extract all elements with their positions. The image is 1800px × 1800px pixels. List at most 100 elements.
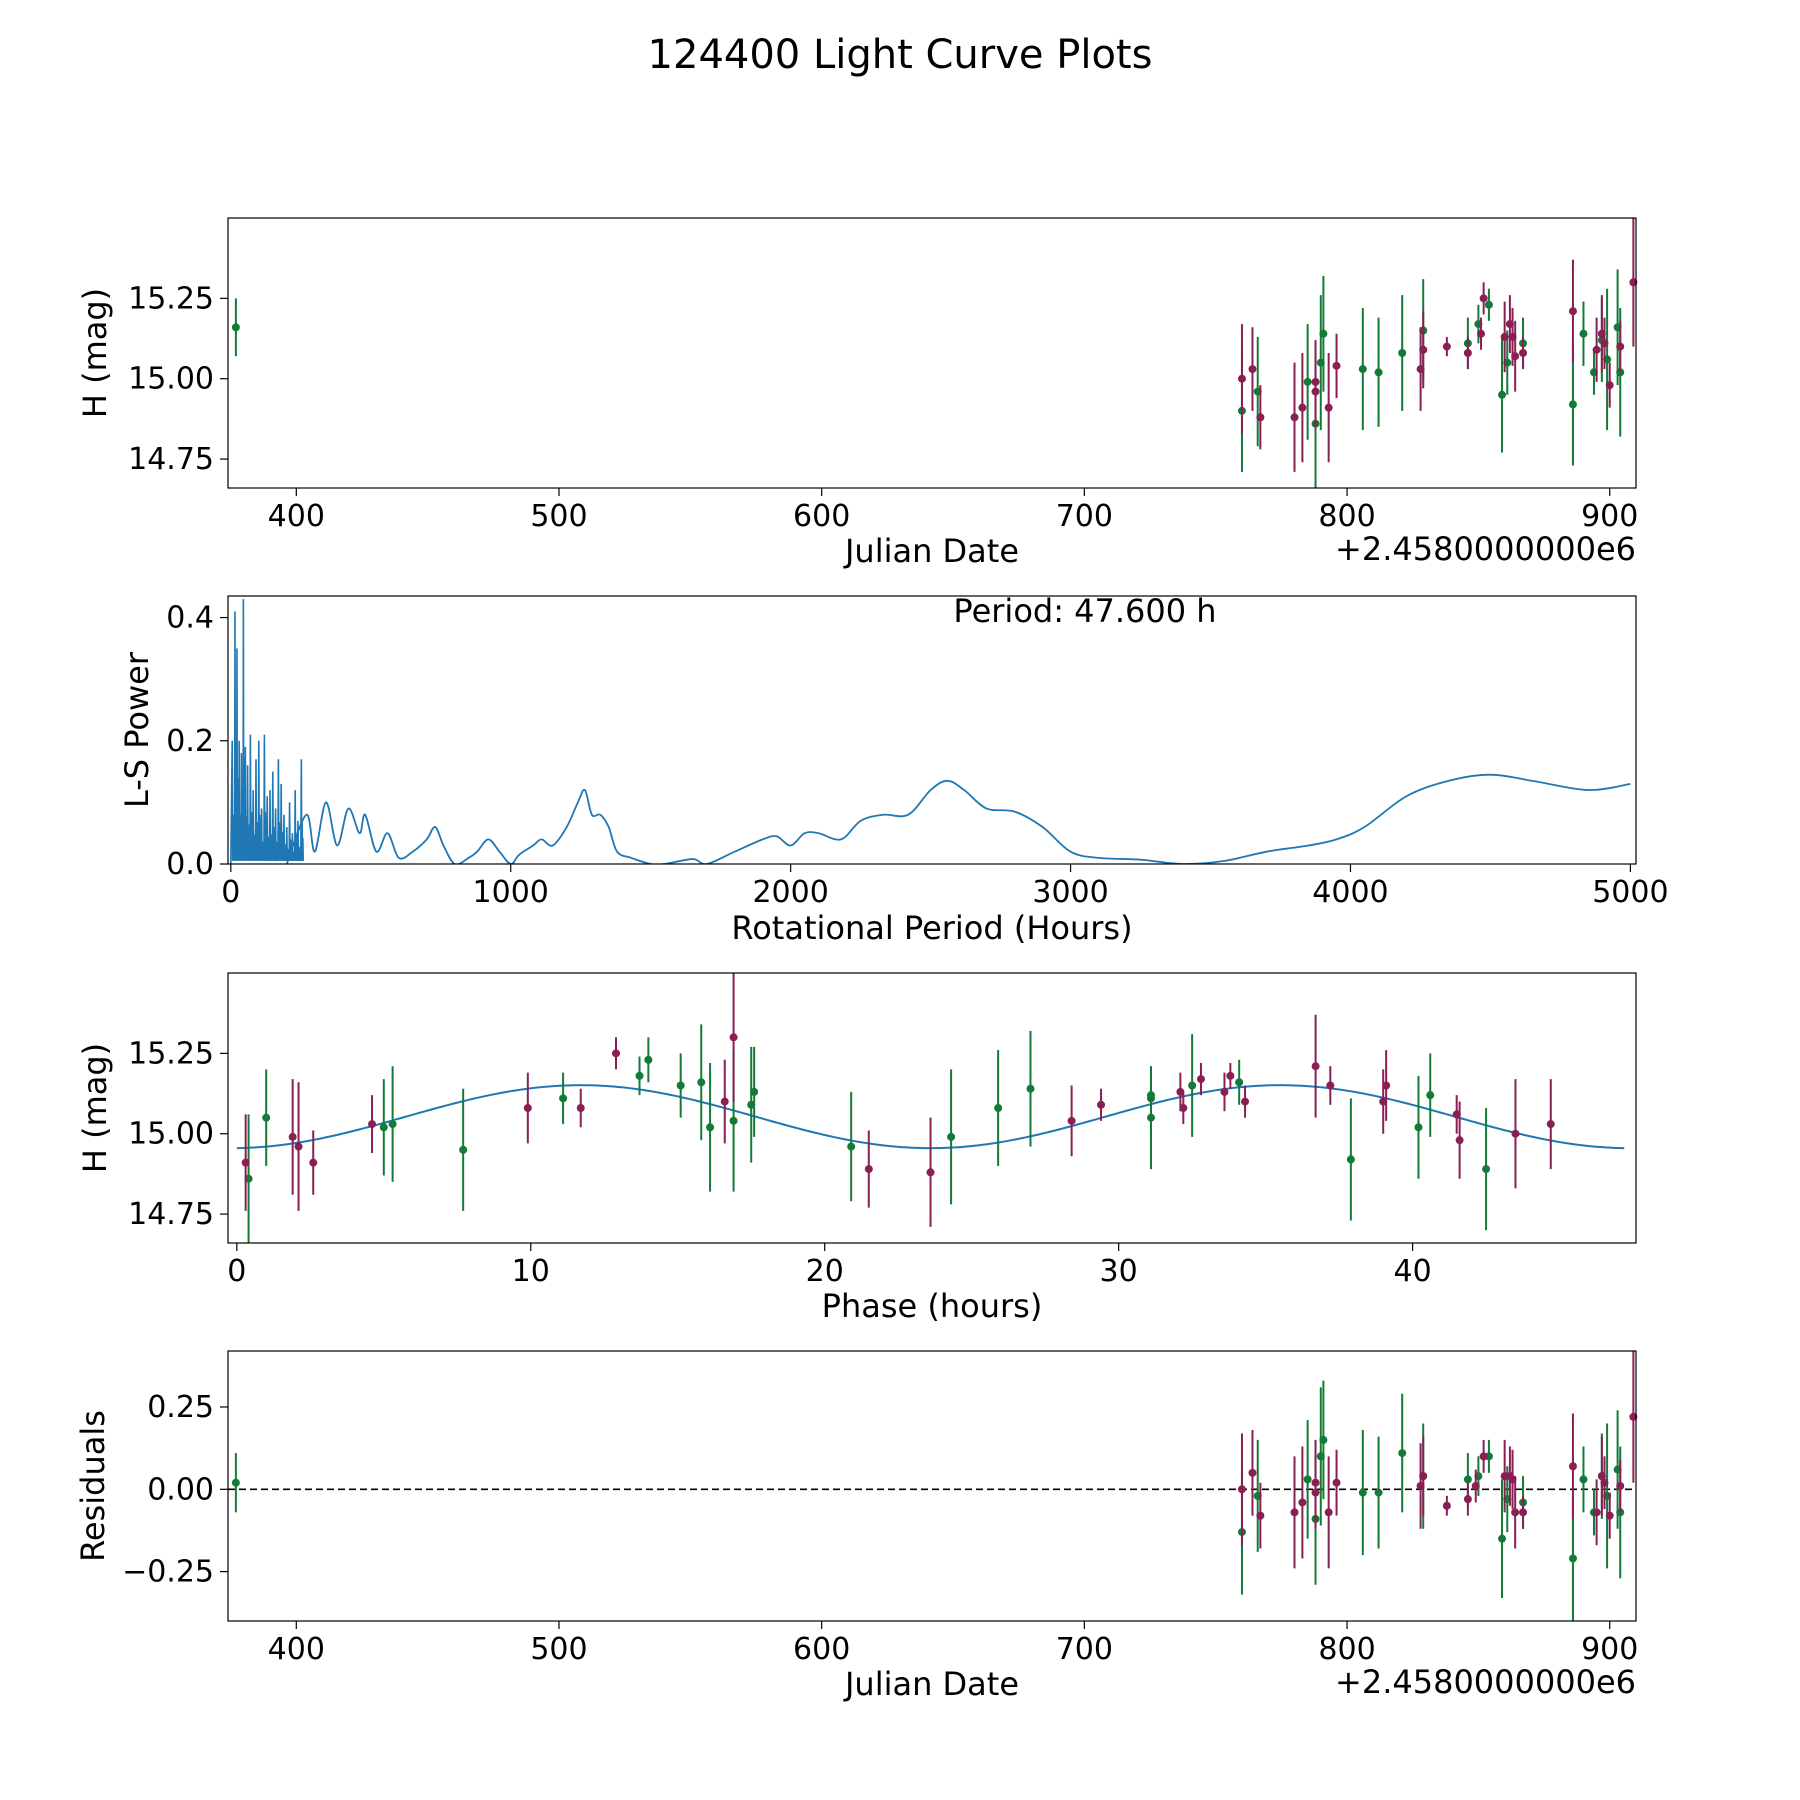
residuals-point-green bbox=[1498, 1534, 1507, 1543]
residuals-xtick-label: 400 bbox=[268, 1632, 325, 1667]
phased-point-green bbox=[635, 1071, 644, 1080]
phased-ytick-label: 15.25 bbox=[128, 1036, 214, 1071]
lightcurve-xlabel: Julian Date bbox=[843, 532, 1019, 570]
lightcurve-point-green bbox=[231, 323, 240, 332]
residuals-ticks: 400 500 600 700 800 900 −0.25 0.00 0.25 bbox=[122, 1390, 1638, 1667]
phased-point-green bbox=[1482, 1165, 1491, 1174]
lightcurve-ylabel: H (mag) bbox=[76, 288, 114, 418]
lightcurve-ytick-label: 15.00 bbox=[128, 362, 214, 397]
lightcurve-point-magenta bbox=[1290, 413, 1299, 422]
residuals-panel: 400 500 600 700 800 900 −0.25 0.00 0.25 Julian D… bbox=[74, 1350, 1638, 1703]
phased-point-magenta bbox=[309, 1158, 318, 1167]
lightcurve-xtick-label: 700 bbox=[1056, 499, 1113, 534]
lightcurve-point-green bbox=[1579, 329, 1588, 338]
phased-point-green bbox=[1346, 1155, 1355, 1164]
periodogram-ytick-label: 0.0 bbox=[166, 847, 214, 882]
periodogram-panel: 0 1000 2000 3000 4000 5000 0.0 0.2 0.4 Period: 4… bbox=[118, 592, 1669, 947]
phased-point-magenta bbox=[294, 1142, 303, 1151]
lightcurve-point-magenta bbox=[1256, 413, 1265, 422]
lightcurve-ytick-label: 14.75 bbox=[128, 442, 214, 477]
residuals-point-magenta bbox=[1479, 1452, 1488, 1461]
residuals-point-green bbox=[1374, 1488, 1383, 1497]
phased-point-magenta bbox=[1097, 1100, 1106, 1109]
residuals-point-magenta bbox=[1629, 1412, 1638, 1421]
lightcurve-point-green bbox=[1398, 349, 1407, 357]
periodogram-power-curve bbox=[285, 773, 1631, 864]
phased-point-green bbox=[1188, 1081, 1197, 1090]
lightcurve-point-green bbox=[1498, 390, 1507, 399]
lightcurve-point-magenta bbox=[1511, 352, 1520, 361]
residuals-ytick-label: 0.00 bbox=[147, 1472, 214, 1507]
residuals-point-green bbox=[1303, 1475, 1312, 1484]
residuals-xtick-label: 600 bbox=[793, 1632, 850, 1667]
residuals-ytick-label: 0.25 bbox=[147, 1390, 214, 1425]
lightcurve-point-magenta bbox=[1332, 361, 1341, 370]
residuals-point-magenta bbox=[1290, 1508, 1299, 1517]
residuals-ytick-label: −0.25 bbox=[122, 1555, 214, 1590]
phased-point-magenta bbox=[576, 1104, 585, 1112]
lightcurve-point-magenta bbox=[1500, 332, 1509, 341]
phased-panel: 0 10 20 30 40 14.75 15.00 15.25 Phase (hours) H… bbox=[76, 972, 1637, 1325]
lightcurve-point-magenta bbox=[1237, 374, 1246, 383]
phased-point-magenta bbox=[1546, 1120, 1555, 1129]
phased-xlabel: Phase (hours) bbox=[822, 1287, 1043, 1325]
phased-xtick-label: 10 bbox=[512, 1254, 550, 1289]
phased-point-green bbox=[729, 1116, 738, 1125]
residuals-point-magenta bbox=[1605, 1511, 1614, 1520]
phased-point-green bbox=[644, 1055, 653, 1064]
phased-point-green bbox=[706, 1123, 715, 1132]
periodogram-ytick-label: 0.2 bbox=[166, 724, 214, 759]
phased-point-green bbox=[847, 1142, 856, 1151]
residuals-point-magenta bbox=[1298, 1498, 1307, 1507]
phased-point-magenta bbox=[1196, 1075, 1205, 1084]
phased-point-magenta bbox=[288, 1132, 297, 1141]
residuals-xtick-label: 900 bbox=[1581, 1632, 1638, 1667]
phased-point-magenta bbox=[1511, 1129, 1520, 1138]
residuals-xtick-label: 700 bbox=[1056, 1632, 1113, 1667]
residuals-point-magenta bbox=[1568, 1462, 1577, 1471]
lightcurve-point-magenta bbox=[1311, 387, 1320, 396]
lightcurve-point-green bbox=[1568, 400, 1577, 409]
lightcurve-ytick-label: 15.25 bbox=[128, 281, 214, 316]
lightcurve-point-magenta bbox=[1463, 349, 1472, 357]
periodogram-ylabel: L-S Power bbox=[118, 651, 156, 808]
phased-ytick-label: 15.00 bbox=[128, 1117, 214, 1152]
residuals-point-green bbox=[1463, 1475, 1472, 1484]
lightcurve-point-magenta bbox=[1616, 342, 1625, 351]
lightcurve-point-magenta bbox=[1600, 339, 1609, 348]
phased-point-magenta bbox=[1311, 1062, 1320, 1071]
lightcurve-xtick-label: 800 bbox=[1318, 499, 1375, 534]
lightcurve-frame bbox=[227, 217, 1637, 489]
residuals-point-green bbox=[231, 1478, 240, 1487]
phased-point-magenta bbox=[1241, 1097, 1250, 1106]
lightcurve-point-magenta bbox=[1248, 365, 1257, 374]
lightcurve-ticks: 400 500 600 700 800 900 14.75 15.00 15.25 bbox=[128, 281, 1638, 534]
lightcurve-xtick-label: 500 bbox=[530, 499, 587, 534]
residuals-point-green bbox=[1398, 1449, 1407, 1458]
phased-ytick-label: 14.75 bbox=[128, 1197, 214, 1232]
residuals-point-magenta bbox=[1419, 1472, 1428, 1481]
phased-point-magenta bbox=[1220, 1087, 1229, 1096]
periodogram-xtick-label: 5000 bbox=[1592, 875, 1668, 910]
residuals-xtick-label: 800 bbox=[1318, 1632, 1375, 1667]
periodogram-ytick-label: 0.4 bbox=[166, 601, 214, 636]
phased-point-green bbox=[1235, 1078, 1244, 1087]
phased-point-magenta bbox=[612, 1049, 621, 1058]
lightcurve-point-green bbox=[1374, 368, 1383, 377]
phased-point-magenta bbox=[1067, 1116, 1076, 1125]
phased-point-magenta bbox=[241, 1158, 250, 1167]
phased-point-green bbox=[262, 1113, 271, 1122]
phased-point-magenta bbox=[523, 1104, 532, 1112]
lightcurve-point-magenta bbox=[1519, 349, 1528, 357]
phased-point-green bbox=[994, 1104, 1003, 1112]
lightcurve-point-magenta bbox=[1605, 381, 1614, 390]
phased-point-magenta bbox=[926, 1168, 935, 1177]
residuals-xtick-label: 500 bbox=[530, 1632, 587, 1667]
residuals-ylabel: Residuals bbox=[74, 1410, 112, 1562]
residuals-frame bbox=[227, 1350, 1637, 1622]
periodogram-xtick-label: 2000 bbox=[752, 875, 828, 910]
lightcurve-marks bbox=[231, 218, 1638, 488]
phased-point-magenta bbox=[1326, 1081, 1335, 1090]
phased-point-magenta bbox=[1382, 1081, 1391, 1090]
